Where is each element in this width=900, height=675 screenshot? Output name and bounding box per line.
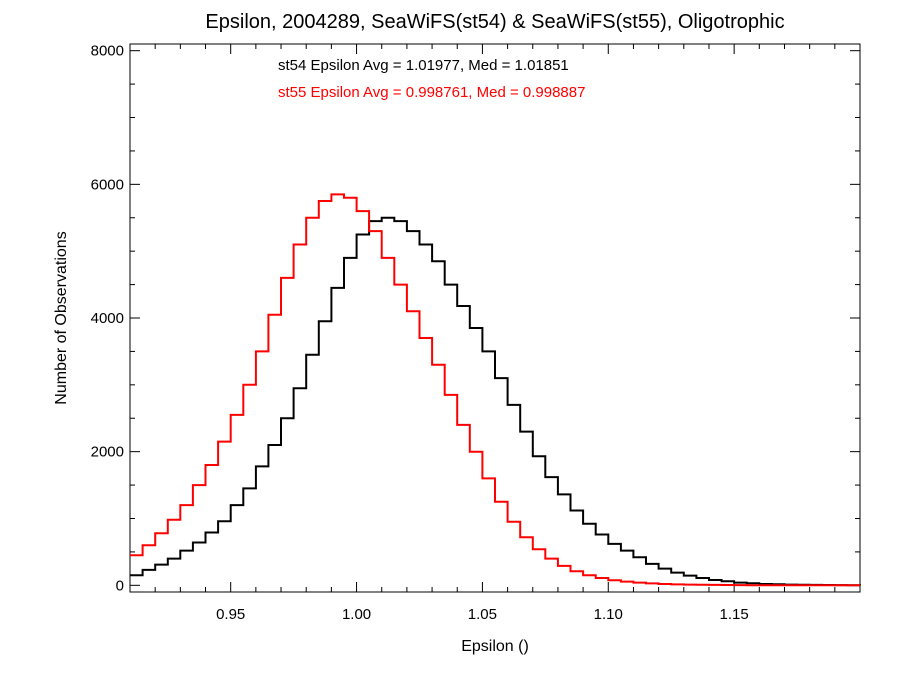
annotation-st55: st55 Epsilon Avg = 0.998761, Med = 0.998… [278, 84, 585, 101]
chart-title: Epsilon, 2004289, SeaWiFS(st54) & SeaWiF… [205, 11, 784, 33]
x-axis-label: Epsilon () [461, 638, 529, 655]
annotation-st54: st54 Epsilon Avg = 1.01977, Med = 1.0185… [278, 57, 569, 74]
y-tick-label: 4000 [91, 310, 124, 327]
x-axis: 0.95 1.00 1.05 1.10 1.15 [129, 44, 861, 623]
y-axis-label: Number of Observations [53, 231, 70, 404]
x-tick-label: 1.15 [720, 606, 749, 623]
x-tick-label: 0.95 [216, 606, 245, 623]
series-line-1 [130, 193, 860, 587]
x-tick-label: 1.00 [342, 606, 371, 623]
x-tick-label: 1.10 [594, 606, 623, 623]
series-layer [130, 193, 861, 587]
y-axis: 0 2000 4000 6000 8000 [91, 43, 860, 594]
y-tick-label: 2000 [91, 444, 124, 461]
y-tick-label: 0 [116, 577, 124, 594]
y-tick-label: 6000 [91, 176, 124, 193]
series-line-0 [130, 216, 861, 587]
y-tick-label: 8000 [91, 43, 124, 60]
x-tick-label: 1.05 [468, 606, 497, 623]
plot-frame [129, 43, 861, 593]
